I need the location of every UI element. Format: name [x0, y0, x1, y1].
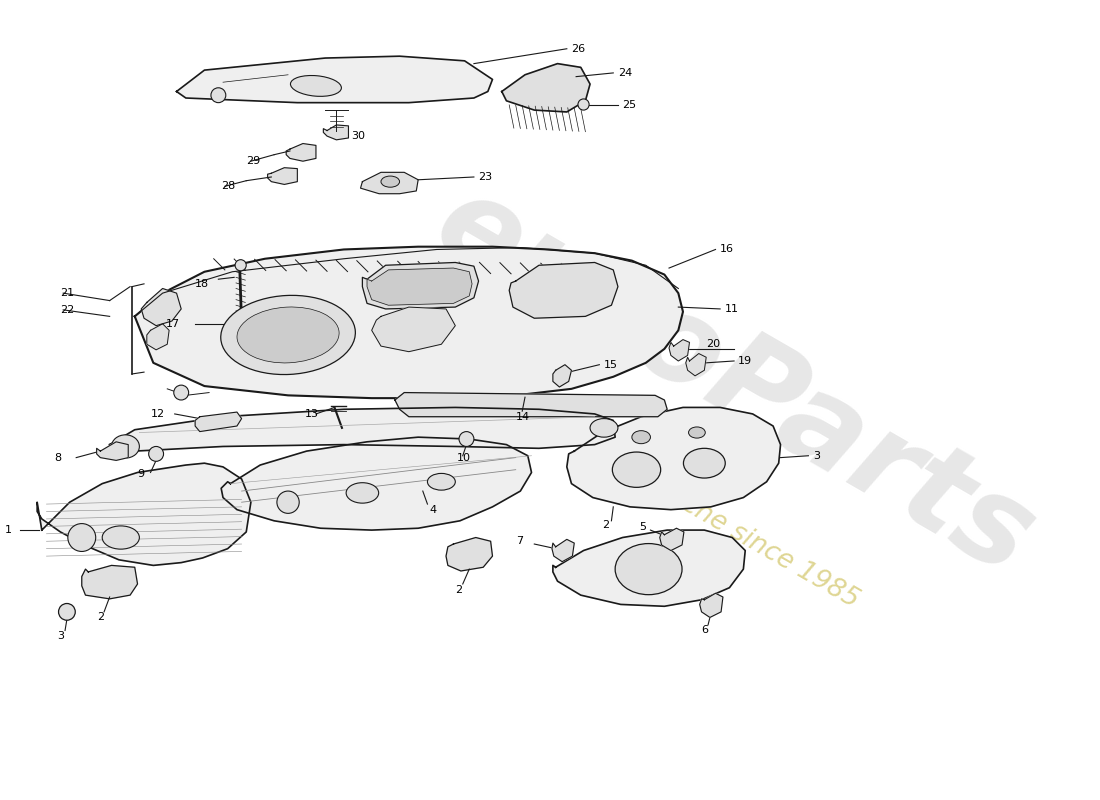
Circle shape	[277, 491, 299, 514]
Text: 14: 14	[516, 412, 530, 422]
Circle shape	[148, 446, 164, 462]
Circle shape	[211, 88, 226, 102]
Text: a passion for Porsche since 1985: a passion for Porsche since 1985	[474, 373, 864, 613]
Polygon shape	[286, 143, 316, 161]
Polygon shape	[553, 365, 572, 387]
Text: 8: 8	[54, 453, 60, 462]
Text: 2: 2	[98, 613, 104, 622]
Ellipse shape	[615, 543, 682, 594]
Text: 2: 2	[455, 586, 462, 595]
Polygon shape	[372, 307, 455, 352]
Text: 10: 10	[458, 453, 471, 462]
Text: 22: 22	[60, 305, 75, 315]
Ellipse shape	[590, 418, 618, 437]
Polygon shape	[323, 125, 349, 140]
Polygon shape	[146, 324, 169, 350]
Text: 4: 4	[429, 505, 437, 514]
Text: 21: 21	[60, 288, 75, 298]
Circle shape	[235, 260, 246, 271]
Ellipse shape	[102, 526, 140, 549]
Ellipse shape	[613, 452, 661, 487]
Text: 6: 6	[702, 626, 708, 635]
Ellipse shape	[689, 427, 705, 438]
Ellipse shape	[236, 307, 339, 363]
Text: 19: 19	[738, 356, 752, 366]
Text: 30: 30	[351, 131, 365, 141]
Ellipse shape	[346, 482, 378, 503]
Ellipse shape	[683, 448, 725, 478]
Text: 1: 1	[4, 525, 12, 535]
Polygon shape	[566, 407, 781, 510]
Polygon shape	[141, 289, 182, 326]
Text: 3: 3	[57, 631, 65, 641]
Circle shape	[578, 99, 590, 110]
Text: 24: 24	[618, 68, 632, 78]
Polygon shape	[267, 168, 297, 185]
Polygon shape	[367, 268, 472, 306]
Polygon shape	[177, 56, 493, 102]
Circle shape	[58, 603, 75, 620]
Text: 18: 18	[195, 279, 209, 289]
Text: 13: 13	[305, 409, 319, 419]
Polygon shape	[669, 340, 690, 361]
Text: 23: 23	[478, 172, 493, 182]
Text: 28: 28	[221, 182, 235, 191]
Text: 17: 17	[165, 319, 179, 329]
Ellipse shape	[381, 176, 399, 187]
Ellipse shape	[631, 430, 650, 444]
Polygon shape	[700, 594, 723, 618]
Polygon shape	[195, 412, 242, 431]
Polygon shape	[685, 354, 706, 376]
Polygon shape	[502, 64, 590, 112]
Text: 11: 11	[725, 304, 739, 314]
Polygon shape	[395, 393, 668, 417]
Polygon shape	[81, 566, 138, 599]
Polygon shape	[134, 246, 683, 398]
Text: 5: 5	[639, 522, 647, 532]
Ellipse shape	[221, 295, 355, 374]
Circle shape	[174, 385, 188, 400]
Polygon shape	[37, 463, 251, 566]
Polygon shape	[509, 262, 618, 318]
Ellipse shape	[111, 435, 140, 458]
Ellipse shape	[290, 75, 341, 96]
Text: 9: 9	[138, 470, 144, 479]
Polygon shape	[362, 262, 478, 309]
Polygon shape	[110, 407, 615, 456]
Text: 15: 15	[604, 360, 618, 370]
Text: 7: 7	[516, 536, 522, 546]
Circle shape	[68, 523, 96, 551]
Text: euroParts: euroParts	[415, 163, 1054, 599]
Circle shape	[459, 431, 474, 446]
Text: 16: 16	[720, 245, 734, 254]
Text: 20: 20	[706, 339, 721, 350]
Polygon shape	[660, 528, 684, 550]
Polygon shape	[361, 172, 418, 194]
Polygon shape	[446, 538, 493, 571]
Polygon shape	[97, 442, 129, 460]
Text: 12: 12	[151, 409, 165, 419]
Text: 25: 25	[623, 99, 637, 110]
Polygon shape	[553, 530, 745, 606]
Text: 2: 2	[602, 521, 609, 530]
Ellipse shape	[428, 474, 455, 490]
Text: 26: 26	[572, 44, 585, 54]
Text: 29: 29	[246, 156, 261, 166]
Polygon shape	[552, 539, 574, 562]
Text: 3: 3	[813, 450, 821, 461]
Polygon shape	[221, 437, 531, 530]
